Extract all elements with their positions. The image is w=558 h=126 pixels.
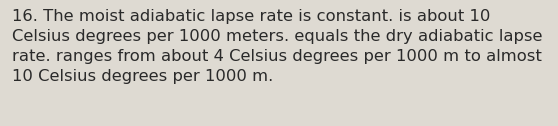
Text: 16. The moist adiabatic lapse rate is constant. is about 10
Celsius degrees per : 16. The moist adiabatic lapse rate is co… (12, 9, 543, 84)
